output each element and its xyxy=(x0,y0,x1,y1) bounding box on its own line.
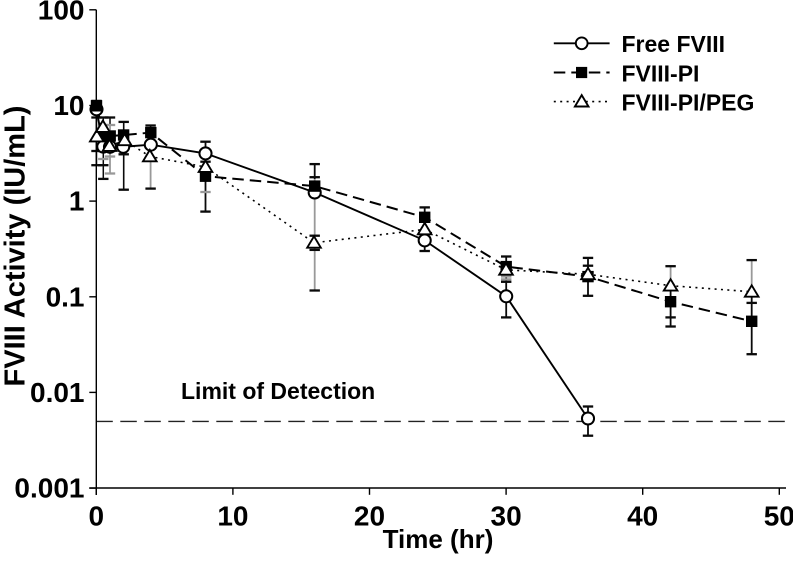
svg-text:Limit of Detection: Limit of Detection xyxy=(181,378,375,404)
svg-text:0: 0 xyxy=(89,501,105,532)
svg-text:Free FVIII: Free FVIII xyxy=(622,31,726,57)
svg-text:10: 10 xyxy=(53,90,84,121)
svg-text:30: 30 xyxy=(491,501,522,532)
svg-text:50: 50 xyxy=(764,501,793,532)
svg-text:0.001: 0.001 xyxy=(14,473,84,504)
svg-text:1: 1 xyxy=(69,186,85,217)
svg-text:0.1: 0.1 xyxy=(46,281,85,312)
svg-text:FVIII-PI/PEG: FVIII-PI/PEG xyxy=(622,90,755,116)
svg-text:FVIII-PI: FVIII-PI xyxy=(622,60,700,86)
svg-text:40: 40 xyxy=(627,501,658,532)
svg-text:10: 10 xyxy=(217,501,248,532)
svg-text:FVIII Activity (IU/mL): FVIII Activity (IU/mL) xyxy=(0,106,32,387)
svg-text:0.01: 0.01 xyxy=(30,377,85,408)
svg-text:100: 100 xyxy=(38,0,85,25)
svg-text:Time (hr): Time (hr) xyxy=(383,524,494,554)
svg-text:20: 20 xyxy=(354,501,385,532)
